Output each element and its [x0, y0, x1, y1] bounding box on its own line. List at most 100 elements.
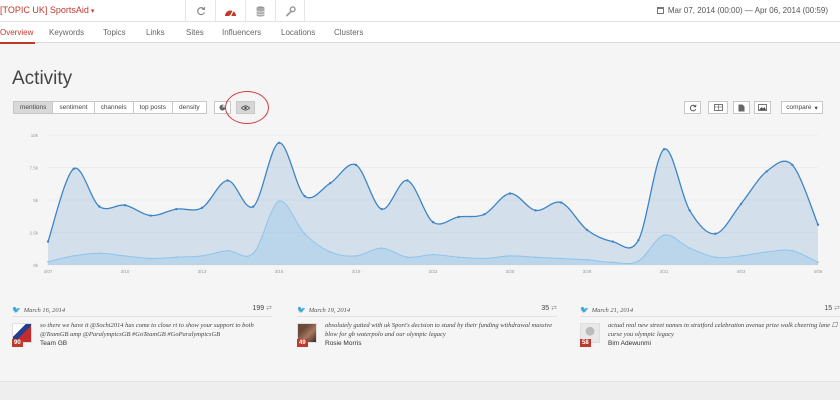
data-point: [688, 209, 691, 212]
retweet-count-value: 35: [541, 305, 550, 312]
tab-channels[interactable]: channels: [93, 101, 134, 114]
data-point: [817, 261, 819, 264]
x-tick-label: 3/19: [352, 269, 361, 274]
tab-mentions[interactable]: mentions: [13, 101, 54, 114]
x-tick-label: 3/25: [506, 269, 515, 274]
data-point: [483, 257, 486, 260]
data-point: [534, 256, 537, 259]
data-point: [637, 239, 640, 242]
footer: [0, 381, 840, 400]
data-point: [637, 260, 640, 262]
table-view-button[interactable]: [708, 101, 728, 114]
x-tick-label: 3/16: [275, 269, 284, 274]
data-point: [175, 207, 178, 211]
x-tick-label: 3/31: [660, 269, 669, 274]
page-title: Activity: [12, 68, 73, 89]
retweet-count-value: 15: [824, 305, 833, 312]
data-point: [740, 255, 742, 257]
x-tick-label: 3/07: [44, 269, 53, 274]
x-tick-label: 3/10: [121, 269, 130, 274]
retweet-icon: ⇄: [551, 305, 557, 312]
data-point: [560, 257, 563, 260]
series-area: [48, 201, 818, 265]
data-point: [201, 255, 203, 257]
data-point: [457, 256, 460, 259]
tab-sentiment[interactable]: sentiment: [52, 101, 95, 114]
database-button[interactable]: [245, 0, 275, 22]
data-point: [303, 232, 306, 235]
chart-refresh-button[interactable]: [684, 101, 701, 114]
twitter-bird-icon: 🐦: [12, 306, 21, 314]
speedometer-icon: [225, 10, 236, 17]
wrench-icon: [285, 5, 296, 16]
retweet-count: 199 ⇄: [252, 304, 272, 312]
data-point: [303, 194, 306, 198]
nav-locations[interactable]: Locations: [281, 28, 316, 37]
post-date: 🐦 March 19, 2014: [297, 306, 350, 314]
retweet-count: 35 ⇄: [541, 304, 557, 312]
pie-icon: [219, 104, 226, 111]
post-author[interactable]: Bim Adewunmi: [608, 340, 651, 347]
data-point: [406, 179, 409, 182]
data-point: [663, 234, 665, 236]
twitter-bird-icon: 🐦: [580, 306, 589, 314]
document-icon: [738, 104, 745, 111]
data-point: [98, 205, 101, 208]
y-tick-label: 7.5k: [29, 166, 38, 171]
data-point: [611, 240, 614, 243]
data-point: [226, 179, 229, 182]
data-point: [72, 167, 75, 170]
post-date-text: March 19, 2014: [308, 307, 351, 314]
data-point: [739, 202, 743, 206]
post-text: so there we have it @Sochi2014 has come …: [40, 322, 254, 338]
post-author[interactable]: Team GB: [40, 340, 68, 347]
data-point: [72, 255, 75, 257]
divider: [580, 316, 840, 317]
twitter-bird-icon: 🐦: [297, 306, 306, 314]
tab-density[interactable]: density: [171, 101, 207, 114]
nav-clusters[interactable]: Clusters: [334, 28, 364, 37]
top-post-card-3[interactable]: 🐦 March 21, 2014 15 ⇄ 58 actual real new s…: [580, 298, 840, 358]
data-point: [560, 201, 563, 204]
nav-keywords[interactable]: Keywords: [49, 28, 85, 37]
data-point: [252, 205, 255, 208]
refresh-button[interactable]: [185, 0, 215, 22]
data-point: [329, 251, 332, 253]
settings-button[interactable]: [275, 0, 305, 22]
post-date-text: March 21, 2014: [591, 307, 634, 314]
refresh-icon: [196, 6, 205, 16]
image-icon: [758, 104, 767, 111]
calendar-icon: [656, 7, 664, 14]
nav-overview[interactable]: Overview: [0, 28, 36, 44]
data-point: [329, 181, 332, 185]
compare-label: compare: [786, 104, 812, 111]
series-area: [48, 142, 818, 265]
data-point: [406, 256, 409, 259]
top-post-card-1[interactable]: 🐦 March 16, 2014 199 ⇄ 90 so there we have…: [12, 298, 272, 358]
top-post-card-2[interactable]: 🐦 March 19, 2014 35 ⇄ 49 absolutely gutted…: [297, 298, 557, 358]
x-tick-label: 3/28: [583, 269, 592, 274]
data-point: [380, 207, 383, 211]
topic-selector[interactable]: [TOPIC UK] SportsAid ▾: [0, 5, 94, 15]
tab-top-posts[interactable]: top posts: [132, 101, 173, 114]
export-document-button[interactable]: [733, 101, 750, 114]
influence-score: 58: [580, 339, 591, 347]
nav-links[interactable]: Links: [146, 28, 165, 37]
data-point: [816, 223, 820, 226]
post-text: absolutely gutted with uk Sport's decisi…: [325, 322, 553, 338]
data-point: [585, 228, 589, 232]
nav-topics[interactable]: Topics: [103, 28, 126, 37]
data-point: [149, 257, 152, 260]
data-point: [765, 170, 768, 173]
data-point: [431, 220, 435, 224]
export-image-button[interactable]: [754, 101, 771, 114]
dashboard-button[interactable]: [215, 0, 245, 22]
activity-chart: 0k 2.5k 5k 7.5k 10k 3/07 3/10 3/13 3/16 3/19 3/22 3…: [29, 133, 822, 274]
nav-sites[interactable]: Sites: [186, 28, 204, 37]
data-point: [175, 256, 178, 259]
y-tick-label: 0k: [33, 263, 39, 268]
compare-dropdown[interactable]: compare ▾: [781, 101, 823, 114]
date-range-picker[interactable]: Mar 07, 2014 (00:00) — Apr 06, 2014 (00:…: [656, 6, 828, 15]
nav-influencers[interactable]: Influencers: [222, 28, 262, 37]
post-author[interactable]: Rosie Morris: [325, 340, 362, 347]
